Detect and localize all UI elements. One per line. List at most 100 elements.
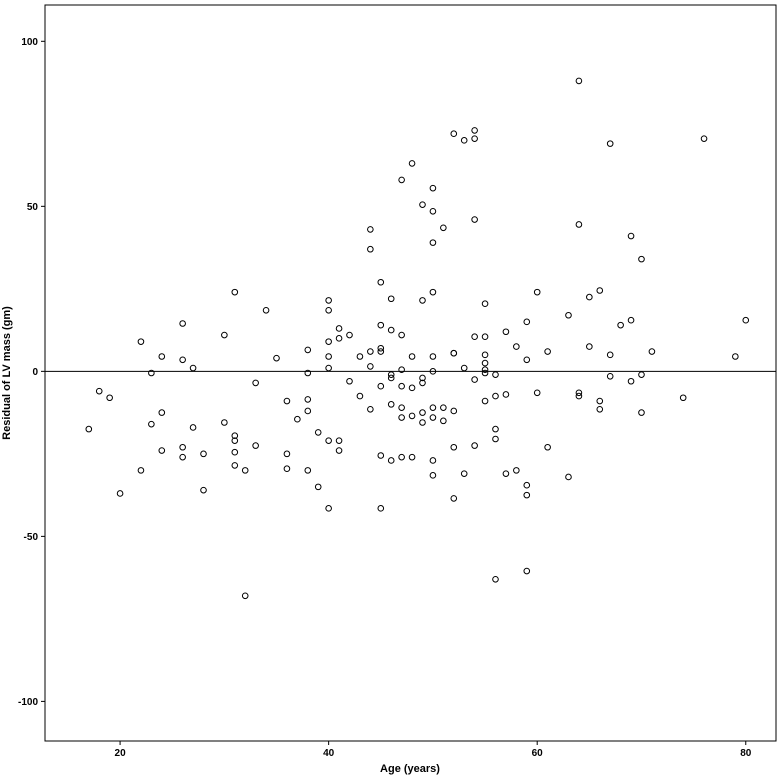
data-point [419, 409, 426, 416]
data-point [283, 465, 291, 473]
data-point [325, 353, 332, 360]
data-point [85, 425, 93, 433]
data-point [627, 377, 635, 385]
data-point [523, 491, 531, 499]
data-point [471, 127, 478, 134]
data-point [398, 176, 405, 184]
data-point [606, 373, 614, 380]
data-point [408, 453, 416, 461]
data-point [221, 331, 228, 339]
data-point [419, 379, 426, 387]
data-point [95, 387, 103, 395]
data-point [638, 371, 645, 378]
data-point [523, 356, 531, 364]
data-point [148, 369, 155, 377]
y-tick-label: -100 [18, 697, 38, 708]
y-tick-label: -50 [24, 532, 39, 543]
data-point [429, 239, 437, 246]
data-point [387, 295, 395, 303]
data-point [367, 226, 374, 233]
data-point [367, 406, 374, 413]
data-point [314, 429, 322, 436]
data-point [387, 374, 395, 382]
data-point [304, 346, 312, 354]
data-point [617, 321, 624, 329]
data-point [429, 472, 437, 479]
data-point [440, 224, 447, 232]
data-point [429, 457, 437, 464]
data-point [502, 470, 510, 477]
x-tick-label: 20 [115, 748, 127, 759]
y-tick-label: 100 [21, 37, 38, 48]
data-point [492, 435, 499, 443]
data-point [450, 130, 458, 138]
data-point [283, 397, 291, 405]
data-point [419, 201, 426, 208]
data-point [627, 232, 635, 240]
data-point [179, 443, 186, 451]
data-point [387, 401, 395, 408]
data-point [481, 397, 489, 405]
data-point [137, 467, 145, 474]
data-point [523, 318, 531, 326]
data-point [481, 366, 489, 373]
data-point [408, 412, 416, 420]
x-axis-label: Age (years) [380, 763, 440, 775]
data-point [533, 288, 541, 296]
data-point [575, 389, 583, 397]
data-point [377, 382, 385, 390]
y-axis-label: Residual of LV mass (gm) [1, 306, 13, 440]
data-point [367, 363, 374, 370]
data-point [221, 419, 228, 426]
data-point [231, 288, 239, 296]
data-point [648, 348, 656, 355]
data-point [565, 311, 572, 319]
data-point [356, 392, 364, 400]
data-point [325, 437, 332, 444]
data-point [419, 297, 426, 304]
data-point [481, 300, 489, 307]
data-point [408, 384, 416, 392]
data-point [189, 364, 197, 372]
data-point [200, 486, 207, 494]
data-point [492, 371, 499, 378]
data-point [429, 368, 437, 375]
data-point [471, 376, 478, 383]
data-point [231, 462, 239, 469]
data-point [492, 425, 499, 433]
data-point [575, 77, 583, 85]
data-point [450, 407, 458, 415]
data-point [742, 316, 750, 324]
data-point [252, 379, 259, 387]
data-point [460, 364, 468, 372]
data-point [481, 359, 489, 367]
data-point [679, 394, 687, 402]
data-point [732, 353, 739, 360]
data-point [116, 490, 124, 497]
data-point [335, 437, 343, 444]
data-point [283, 450, 291, 458]
data-point [304, 396, 312, 403]
data-point [335, 335, 343, 342]
data-point [627, 316, 635, 324]
data-point [335, 447, 343, 454]
data-points [85, 77, 750, 600]
x-tick-label: 60 [532, 748, 544, 759]
data-point [471, 442, 478, 449]
data-point [513, 467, 520, 474]
data-point [429, 288, 437, 296]
data-point [325, 364, 332, 372]
data-point [450, 443, 458, 451]
data-point [429, 184, 437, 192]
x-tick-label: 80 [740, 748, 752, 759]
data-point [565, 473, 572, 481]
data-point [513, 343, 520, 350]
data-point [158, 447, 166, 454]
data-point [200, 450, 207, 458]
data-point [606, 140, 614, 147]
data-point [179, 320, 186, 327]
data-point [398, 366, 405, 373]
data-point [356, 353, 364, 360]
data-point [346, 377, 353, 385]
